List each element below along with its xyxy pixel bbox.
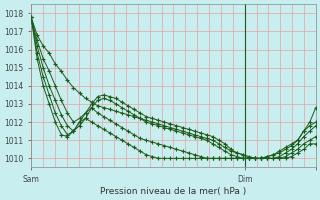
X-axis label: Pression niveau de la mer( hPa ): Pression niveau de la mer( hPa )	[100, 187, 247, 196]
